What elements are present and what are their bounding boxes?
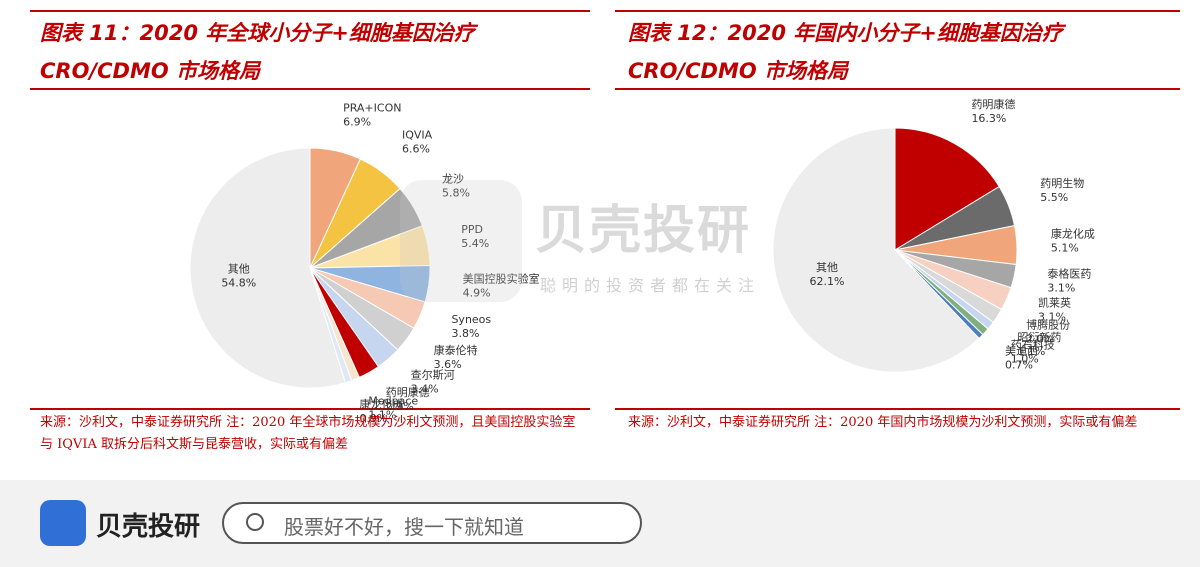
slice-label: PRA+ICON (343, 102, 401, 115)
slice-label: 其他 (228, 263, 250, 276)
slice-value: 5.5% (1040, 191, 1068, 204)
source-note: 来源：沙利文，中泰证券研究所 注：2020 年国内市场规模为沙利文预测，实际或有… (628, 415, 1138, 430)
slice-value: 6.9% (343, 116, 371, 129)
app-name: 贝壳投研 (96, 512, 201, 542)
slice-label: 美迪西 (1005, 345, 1038, 358)
slice-label: 药明康德 (386, 385, 430, 399)
slice-value: 1.1% (368, 408, 396, 421)
slice-value: 4.9% (463, 286, 491, 299)
bottom-bar: 贝壳投研 股票好不好，搜一下就知道 (0, 480, 1200, 567)
slice-value: 3.4% (411, 383, 439, 396)
slice-label: Medpace (368, 394, 418, 407)
slice-label: Syneos (451, 313, 491, 326)
slice-label: 康泰伦特 (434, 343, 478, 357)
slice-value: 0.9% (359, 412, 387, 425)
slice-value: 5.1% (1051, 242, 1079, 255)
slice-value: 0.7% (1005, 359, 1033, 372)
rule (30, 88, 590, 90)
rule (615, 10, 1180, 12)
watermark: 贝壳投研 (535, 201, 752, 261)
pie-slice (189, 147, 346, 389)
slice-value: 5.8% (442, 187, 470, 200)
source-note: 来源：沙利文，中泰证券研究所 注：2020 年全球市场规模为沙利文预测，且美国控… (40, 415, 576, 452)
slice-label: 药明康德 (971, 97, 1015, 111)
watermark-logo (400, 180, 522, 302)
slice-label: 博腾股份 (1026, 317, 1070, 331)
pie-slice (894, 127, 1000, 251)
slice-label: 其他 (816, 261, 838, 274)
rule (615, 408, 1180, 410)
slice-label: 龙沙 (442, 173, 464, 186)
slice-value: 1.0% (1011, 353, 1039, 366)
slice-value: 62.1% (810, 275, 845, 288)
slice-label: 泰格医药 (1047, 267, 1091, 281)
slice-value: 5.4% (461, 237, 489, 250)
slice-label: 昭衍新药 (1017, 330, 1061, 344)
rule (615, 88, 1180, 90)
slice-value: 1.1% (1017, 345, 1045, 358)
slice-value: 3.8% (451, 327, 479, 340)
slice-label: 药明生物 (1040, 176, 1084, 190)
search-box[interactable]: 股票好不好，搜一下就知道 (222, 502, 642, 544)
slice-value: 3.1% (1038, 310, 1066, 323)
slice-label: 美国控股实验室 (463, 271, 540, 285)
slice-value: 3.1% (1047, 282, 1075, 295)
chart-title: 图表 11：2020 年全球小分子+细胞基因治疗 CRO/CDMO 市场格局 (40, 21, 475, 83)
app-logo[interactable] (40, 500, 86, 546)
slice-label: PPD (461, 223, 483, 236)
slice-label: 药石科技 (1011, 338, 1055, 352)
slice-label: IQVIA (402, 128, 433, 141)
slice-value: 16.3% (971, 112, 1006, 125)
slice-value: 2.9% (386, 400, 414, 413)
pie-slice (772, 127, 980, 373)
slice-value: 2.0% (1026, 332, 1054, 345)
slice-value: 3.6% (434, 358, 462, 371)
watermark-slogan: 聪明的投资者都在关注 (540, 276, 761, 295)
rule (30, 408, 590, 410)
slice-label: 查尔斯河 (411, 368, 455, 382)
slice-label: 康龙化成 (1051, 227, 1095, 241)
slice-value: 6.6% (402, 142, 430, 155)
slice-label: 康龙化成 (359, 397, 403, 411)
chart-title: 图表 12：2020 年国内小分子+细胞基因治疗 CRO/CDMO 市场格局 (628, 21, 1063, 83)
slice-label: 凯莱英 (1038, 295, 1071, 309)
search-placeholder: 股票好不好，搜一下就知道 (284, 515, 524, 539)
rule (30, 10, 590, 12)
slice-value: 54.8% (221, 277, 256, 290)
